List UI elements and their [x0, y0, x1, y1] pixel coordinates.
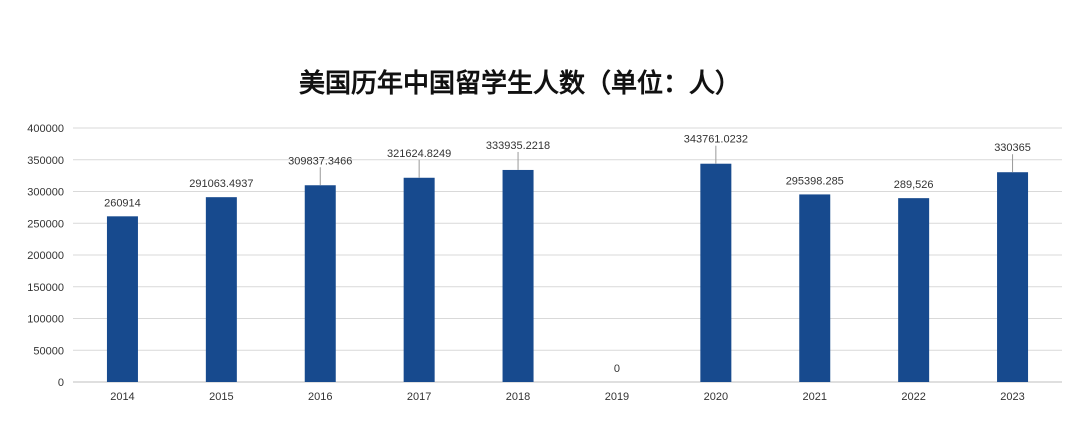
y-tick-label: 400000 [27, 123, 64, 135]
x-tick-label: 2014 [110, 391, 134, 403]
bar [403, 177, 435, 382]
x-tick-label: 2019 [605, 391, 629, 403]
data-label: 291063.4937 [189, 178, 253, 190]
data-label: 321624.8249 [387, 148, 451, 160]
x-tick-label: 2023 [1000, 391, 1024, 403]
x-tick-label: 2017 [407, 391, 431, 403]
y-tick-label: 350000 [27, 155, 64, 167]
bars [106, 163, 1029, 382]
x-tick-label: 2018 [506, 391, 530, 403]
data-label: 295398.285 [786, 175, 844, 187]
y-axis-ticks: 0 50000 100000 150000 200000 250000 300000 3500… [27, 123, 64, 389]
chart-title: 美国历年中国留学生人数（单位：人） [299, 68, 741, 99]
label-leader-lines [319, 145, 1014, 186]
x-axis-ticks: 2014 2015 2016 2017 2018 2019 2020 2021 2022 2023 [110, 391, 1025, 403]
data-labels: 260914 291063.4937 309837.3466 321624.8249 3… [104, 134, 1031, 375]
y-tick-label: 50000 [33, 345, 64, 357]
y-tick-label: 200000 [27, 250, 64, 262]
x-tick-label: 2016 [308, 391, 332, 403]
grid-lines [73, 127, 1062, 383]
data-label: 309837.3466 [288, 155, 352, 167]
y-tick-label: 100000 [27, 314, 64, 326]
data-label: 333935.2218 [486, 140, 550, 152]
bar [898, 198, 930, 382]
y-tick-label: 0 [58, 377, 64, 389]
x-tick-label: 2015 [209, 391, 233, 403]
data-label: 289,526 [894, 179, 934, 191]
bar [997, 172, 1029, 382]
bar [304, 185, 336, 382]
x-tick-label: 2021 [803, 391, 827, 403]
x-tick-label: 2022 [901, 391, 925, 403]
bar [502, 169, 534, 382]
data-label: 0 [614, 363, 620, 375]
bar [205, 197, 237, 382]
data-label: 330365 [994, 142, 1031, 154]
bar [799, 194, 831, 382]
x-tick-label: 2020 [704, 391, 728, 403]
y-tick-label: 250000 [27, 218, 64, 230]
data-label: 260914 [104, 197, 141, 209]
y-tick-label: 300000 [27, 187, 64, 199]
bar [700, 163, 732, 382]
bar [106, 216, 138, 382]
y-tick-label: 150000 [27, 282, 64, 294]
data-label: 343761.0232 [684, 134, 748, 146]
